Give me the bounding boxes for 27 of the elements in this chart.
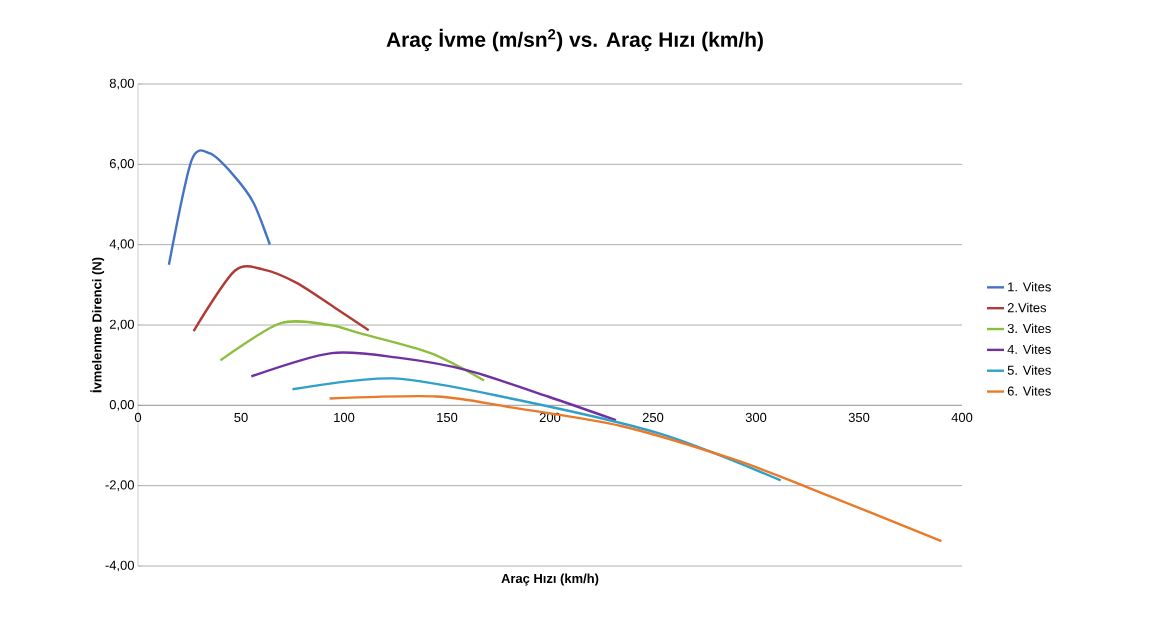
x-tick-label: 250 bbox=[642, 412, 664, 423]
y-tick-label: -4,00 bbox=[105, 560, 134, 572]
legend-label: 3. Vites bbox=[1007, 323, 1051, 334]
y-tick-label: 0,00 bbox=[109, 399, 134, 411]
y-tick-label: 6,00 bbox=[109, 158, 134, 170]
legend-label: 6. Vites bbox=[1007, 386, 1051, 396]
x-tick-label: 50 bbox=[234, 412, 248, 423]
x-tick-label: 300 bbox=[745, 412, 767, 423]
line-series bbox=[291, 377, 782, 482]
legend-label: 4. Vites bbox=[1007, 344, 1051, 354]
y-tick-label: 4,00 bbox=[109, 239, 134, 251]
line-series bbox=[328, 395, 943, 543]
y-axis-title: İvmelenme Direnci (N) bbox=[90, 257, 105, 393]
x-tick-label: 100 bbox=[334, 412, 355, 423]
x-axis-title: Araç Hızı (km/h) bbox=[501, 573, 599, 586]
legend-label: 2.Vites bbox=[1007, 302, 1047, 313]
y-tick-label: -2,00 bbox=[105, 480, 134, 492]
x-tick-label: 150 bbox=[437, 412, 458, 423]
y-tick-label: 2,00 bbox=[109, 319, 134, 331]
y-tick-label: 8,00 bbox=[109, 78, 134, 90]
x-tick-label: 0 bbox=[134, 412, 142, 423]
legend-label: 5. Vites bbox=[1007, 365, 1051, 375]
legend-label: 1. Vites bbox=[1008, 281, 1051, 292]
chart-title: Araç İvme (m/sn$^{2}$) vs. Araç Hızı (km/h) bbox=[386, 28, 763, 52]
x-tick-label: 350 bbox=[848, 412, 870, 423]
x-tick-label: 400 bbox=[951, 412, 973, 423]
line-series bbox=[250, 351, 618, 422]
